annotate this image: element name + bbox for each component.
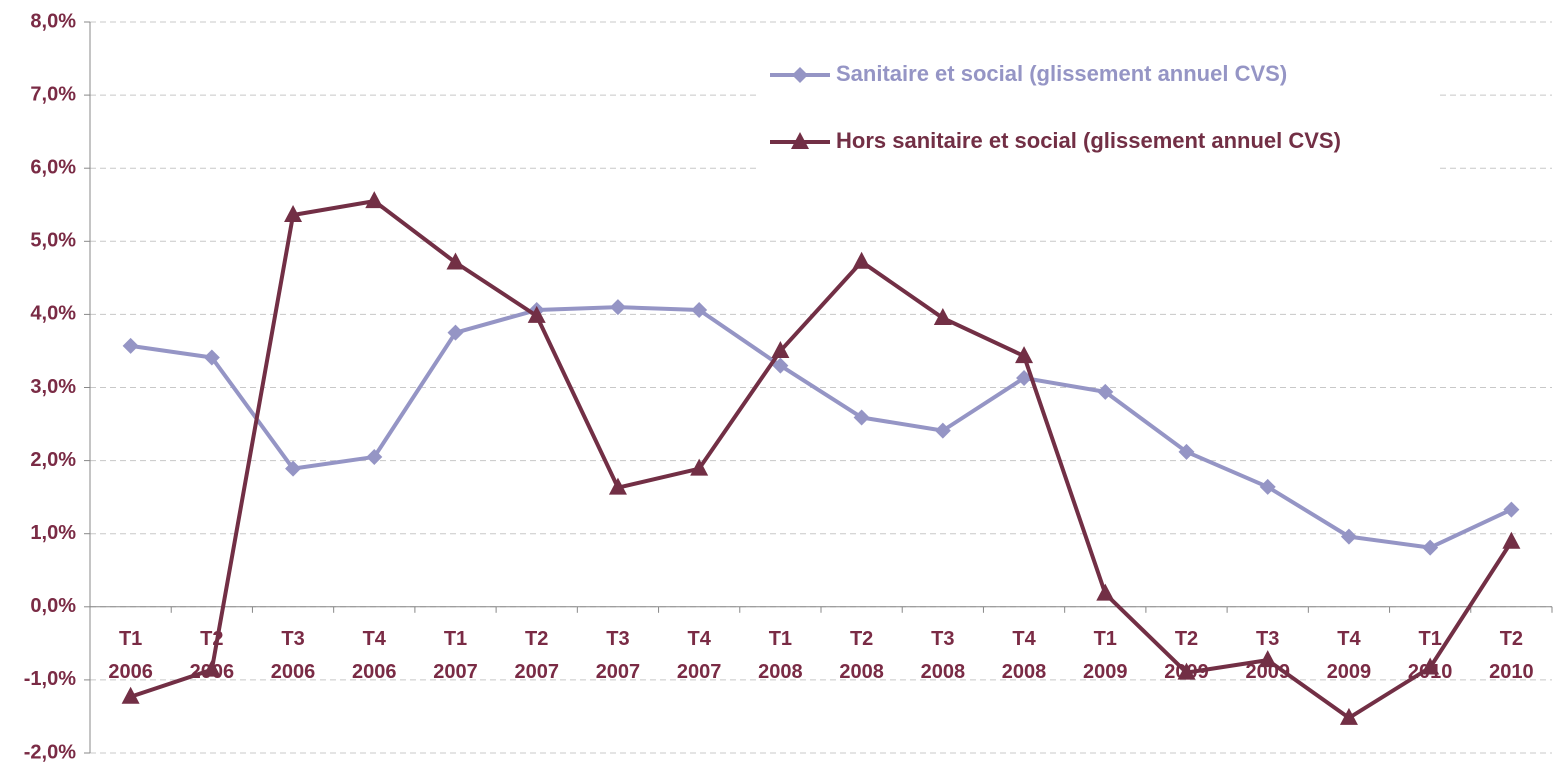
y-tick-label: 5,0%: [30, 230, 76, 252]
x-tick-label: T2 2010: [1489, 628, 1534, 683]
y-tick-label: 4,0%: [30, 303, 76, 325]
x-tick-label: T3 2007: [596, 628, 641, 683]
point-marker: [934, 422, 951, 439]
point-marker: [285, 460, 302, 477]
point-marker: [772, 357, 789, 374]
point-marker: [122, 337, 139, 354]
point-marker: [203, 349, 220, 366]
legend-background: [760, 45, 1440, 172]
point-marker: [284, 204, 303, 222]
legend-label: Sanitaire et social (glissement annuel C…: [836, 61, 1287, 86]
y-tick-label: 1,0%: [30, 522, 76, 544]
y-tick-label: 0,0%: [30, 595, 76, 617]
y-tick-label: 8,0%: [30, 10, 76, 32]
point-marker: [1178, 443, 1195, 460]
point-marker: [446, 252, 465, 270]
y-tick-label: -1,0%: [24, 668, 76, 690]
point-marker: [1422, 539, 1439, 556]
point-marker: [691, 302, 708, 319]
point-marker: [1177, 662, 1196, 680]
point-marker: [1339, 707, 1358, 725]
x-tick-label: T3 2008: [921, 628, 966, 683]
y-tick-label: 6,0%: [30, 156, 76, 178]
y-tick-label: 2,0%: [30, 449, 76, 471]
point-marker: [853, 409, 870, 426]
x-tick-label: T3 2006: [271, 628, 316, 683]
point-marker: [1097, 383, 1114, 400]
point-marker: [1340, 528, 1357, 545]
point-marker: [366, 448, 383, 465]
point-marker: [365, 191, 384, 209]
point-marker: [1016, 369, 1033, 386]
point-marker: [1259, 478, 1276, 495]
point-marker: [447, 324, 464, 341]
point-marker: [933, 308, 952, 326]
x-tick-label: T4 2006: [352, 628, 397, 683]
point-marker: [690, 458, 709, 476]
point-marker: [608, 477, 627, 495]
point-marker: [121, 686, 140, 704]
point-marker: [1503, 501, 1520, 518]
series-line: [129, 199, 1514, 720]
point-marker: [852, 251, 871, 269]
y-tick-label: 7,0%: [30, 83, 76, 105]
x-tick-label: T1 2009: [1083, 628, 1128, 683]
point-marker: [1421, 657, 1440, 675]
point-marker: [202, 659, 221, 677]
x-tick-label: T1 2008: [758, 628, 803, 683]
point-marker: [1096, 583, 1115, 601]
y-tick-label: -2,0%: [24, 741, 76, 763]
legend-label: Hors sanitaire et social (glissement ann…: [836, 128, 1341, 153]
point-marker: [1258, 650, 1277, 668]
x-tick-label: T1 2007: [433, 628, 478, 683]
point-marker: [791, 132, 809, 149]
point-marker: [609, 299, 626, 316]
x-tick-label: T4 2008: [1002, 628, 1047, 683]
x-tick-label: T1 2006: [108, 628, 153, 683]
x-tick-label: T2 2007: [514, 628, 559, 683]
series-line: [130, 305, 1513, 550]
x-tick-label: T4 2007: [677, 628, 722, 683]
x-tick-label: T4 2009: [1327, 628, 1372, 683]
point-marker: [1502, 531, 1521, 549]
x-tick-label: T2 2008: [839, 628, 884, 683]
y-tick-label: 3,0%: [30, 376, 76, 398]
point-marker: [527, 305, 546, 323]
point-marker: [771, 340, 790, 358]
point-marker: [1015, 346, 1034, 364]
point-marker: [792, 67, 808, 83]
